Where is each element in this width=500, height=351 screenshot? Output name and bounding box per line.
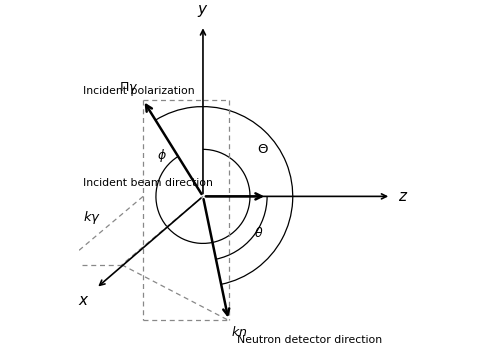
Text: $\Theta$: $\Theta$: [257, 143, 268, 156]
Text: $\theta$: $\theta$: [254, 226, 264, 240]
Text: $\Pi\gamma$: $\Pi\gamma$: [120, 80, 139, 96]
Text: Incident beam direction: Incident beam direction: [83, 178, 213, 188]
Text: $y$: $y$: [197, 3, 209, 19]
Text: $x$: $x$: [78, 293, 90, 307]
Text: $k\gamma$: $k\gamma$: [83, 209, 102, 226]
Text: $z$: $z$: [398, 189, 408, 204]
Text: Incident polarization: Incident polarization: [83, 86, 195, 96]
Text: Neutron detector direction: Neutron detector direction: [237, 335, 382, 345]
Text: $\phi$: $\phi$: [158, 147, 168, 164]
Text: $kn$: $kn$: [231, 325, 247, 339]
